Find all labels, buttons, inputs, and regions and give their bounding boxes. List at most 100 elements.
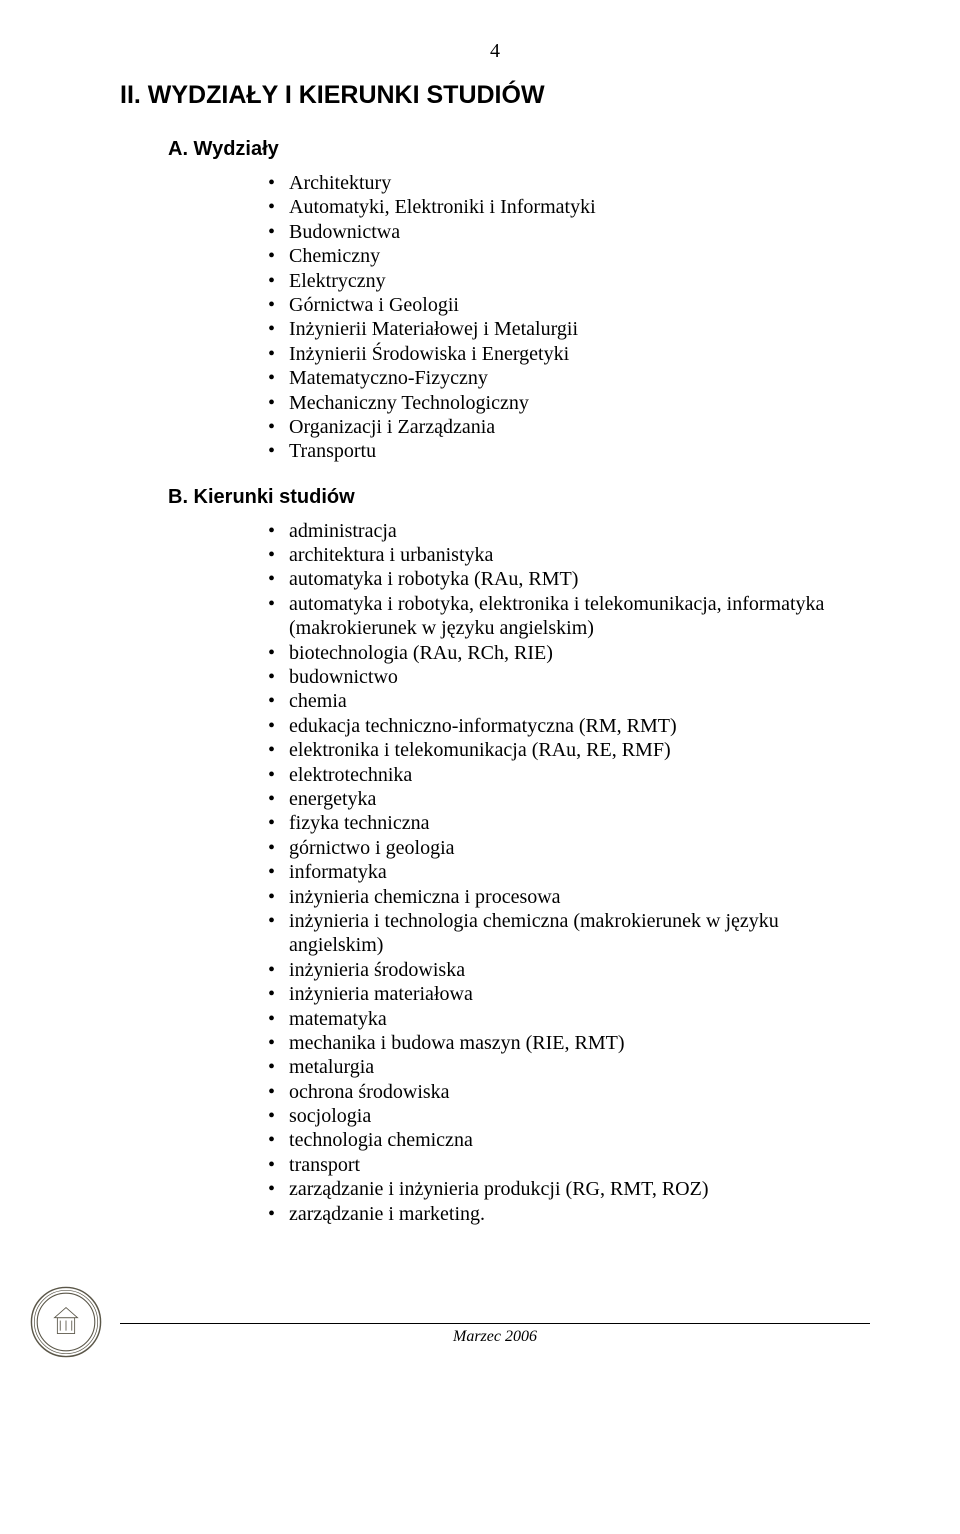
study-field-item: • technologia chemiczna	[268, 1128, 870, 1152]
faculties-list: •Architektury•Automatyki, Elektroniki i …	[268, 171, 870, 464]
study-field-item-text: elektrotechnika	[289, 763, 870, 787]
bullet-icon: •	[268, 1055, 275, 1079]
study-field-item-text: transport	[289, 1153, 870, 1177]
study-field-item: •mechanika i budowa maszyn (RIE, RMT)	[268, 1031, 870, 1055]
faculty-item: •Górnictwa i Geologii	[268, 293, 870, 317]
study-field-item-text: górnictwo i geologia	[289, 836, 870, 860]
study-field-item: • edukacja techniczno-informatyczna (RM, …	[268, 714, 870, 738]
study-field-item: • górnictwo i geologia	[268, 836, 870, 860]
bullet-icon: •	[268, 1104, 275, 1128]
bullet-icon: •	[268, 1202, 275, 1226]
study-field-item: • administracja	[268, 519, 870, 543]
faculty-item-text: Górnictwa i Geologii	[289, 293, 870, 317]
bullet-icon: •	[268, 244, 275, 268]
bullet-icon: •	[268, 836, 275, 860]
bullet-icon: •	[268, 1080, 275, 1104]
study-field-item-text: ochrona środowiska	[289, 1080, 870, 1104]
bullet-icon: •	[268, 738, 275, 762]
study-fields-list: •administracja•architektura i urbanistyk…	[268, 519, 870, 1226]
study-field-item-text: administracja	[289, 519, 870, 543]
bullet-icon: •	[268, 592, 275, 616]
study-field-item-text: matematyka	[289, 1007, 870, 1031]
faculty-item-text: Inżynierii Materiałowej i Metalurgii	[289, 317, 870, 341]
bullet-icon: •	[268, 269, 275, 293]
study-field-item-text: fizyka techniczna	[289, 811, 870, 835]
faculty-item-text: Elektryczny	[289, 269, 870, 293]
faculty-item: • Transportu	[268, 439, 870, 463]
page-footer: Marzec 2006	[120, 1286, 870, 1358]
bullet-icon: •	[268, 543, 275, 567]
study-field-item: • elektrotechnika	[268, 763, 870, 787]
study-field-item-text: biotechnologia (RAu, RCh, RIE)	[289, 641, 870, 665]
section-heading: II. WYDZIAŁY I KIERUNKI STUDIÓW	[120, 81, 870, 110]
study-field-item-text: elektronika i telekomunikacja (RAu, RE, …	[289, 738, 870, 762]
study-field-item-text: automatyka i robotyka, elektronika i tel…	[289, 592, 870, 641]
bullet-icon: •	[268, 567, 275, 591]
study-field-item-text: inżynieria chemiczna i procesowa	[289, 885, 870, 909]
study-field-item: • automatyka i robotyka, elektronika i te…	[268, 592, 870, 641]
study-field-item: •informatyka	[268, 860, 870, 884]
study-field-item: •inżynieria środowiska	[268, 958, 870, 982]
study-field-item-text: zarządzanie i inżynieria produkcji (RG, …	[289, 1177, 870, 1201]
subsection-b-heading: B. Kierunki studiów	[168, 486, 870, 509]
study-field-item-text: chemia	[289, 689, 870, 713]
bullet-icon: •	[268, 439, 275, 463]
study-field-item: • inżynieria chemiczna i procesowa	[268, 885, 870, 909]
footer-rule	[120, 1323, 870, 1324]
study-field-item: •budownictwo	[268, 665, 870, 689]
study-field-item-text: automatyka i robotyka (RAu, RMT)	[289, 567, 870, 591]
study-field-item-text: informatyka	[289, 860, 870, 884]
study-field-item-text: energetyka	[289, 787, 870, 811]
study-field-item: • metalurgia	[268, 1055, 870, 1079]
faculty-item: • Inżynierii Materiałowej i Metalurgii	[268, 317, 870, 341]
bullet-icon: •	[268, 714, 275, 738]
study-field-item: • socjologia	[268, 1104, 870, 1128]
study-field-item-text: budownictwo	[289, 665, 870, 689]
study-field-item: •inżynieria materiałowa	[268, 982, 870, 1006]
faculty-item: • Architektury	[268, 171, 870, 195]
page-number: 4	[120, 40, 870, 63]
faculty-item-text: Inżynierii Środowiska i Energetyki	[289, 342, 870, 366]
study-field-item-text: edukacja techniczno-informatyczna (RM, R…	[289, 714, 870, 738]
footer-rule-wrap: Marzec 2006	[120, 1323, 870, 1358]
bullet-icon: •	[268, 317, 275, 341]
faculty-item-text: Chemiczny	[289, 244, 870, 268]
study-field-item: • fizyka techniczna	[268, 811, 870, 835]
faculty-item-text: Transportu	[289, 439, 870, 463]
bullet-icon: •	[268, 220, 275, 244]
bullet-icon: •	[268, 811, 275, 835]
study-field-item-text: metalurgia	[289, 1055, 870, 1079]
bullet-icon: •	[268, 885, 275, 909]
faculty-item-text: Architektury	[289, 171, 870, 195]
bullet-icon: •	[268, 982, 275, 1006]
faculty-item: •Budownictwa	[268, 220, 870, 244]
faculty-item-text: Mechaniczny Technologiczny	[289, 391, 870, 415]
study-field-item: •chemia	[268, 689, 870, 713]
faculty-item: •Automatyki, Elektroniki i Informatyki	[268, 195, 870, 219]
bullet-icon: •	[268, 1128, 275, 1152]
faculty-item: •Matematyczno-Fizyczny	[268, 366, 870, 390]
bullet-icon: •	[268, 415, 275, 439]
bullet-icon: •	[268, 519, 275, 543]
study-field-item: • elektronika i telekomunikacja (RAu, RE,…	[268, 738, 870, 762]
study-field-item-text: technologia chemiczna	[289, 1128, 870, 1152]
faculty-item: •Organizacji i Zarządzania	[268, 415, 870, 439]
subsection-a-heading: A. Wydziały	[168, 138, 870, 161]
bullet-icon: •	[268, 342, 275, 366]
bullet-icon: •	[268, 391, 275, 415]
faculty-item: • Chemiczny	[268, 244, 870, 268]
bullet-icon: •	[268, 366, 275, 390]
study-field-item: • automatyka i robotyka (RAu, RMT)	[268, 567, 870, 591]
bullet-icon: •	[268, 909, 275, 933]
study-field-item: •transport	[268, 1153, 870, 1177]
study-field-item: •inżynieria i technologia chemiczna (mak…	[268, 909, 870, 958]
study-field-item-text: socjologia	[289, 1104, 870, 1128]
faculty-item-text: Automatyki, Elektroniki i Informatyki	[289, 195, 870, 219]
study-field-item: • ochrona środowiska	[268, 1080, 870, 1104]
university-seal-icon	[30, 1286, 102, 1358]
bullet-icon: •	[268, 171, 275, 195]
bullet-icon: •	[268, 763, 275, 787]
document-page: 4 II. WYDZIAŁY I KIERUNKI STUDIÓW A. Wyd…	[0, 0, 960, 1408]
bullet-icon: •	[268, 641, 275, 665]
bullet-icon: •	[268, 958, 275, 982]
